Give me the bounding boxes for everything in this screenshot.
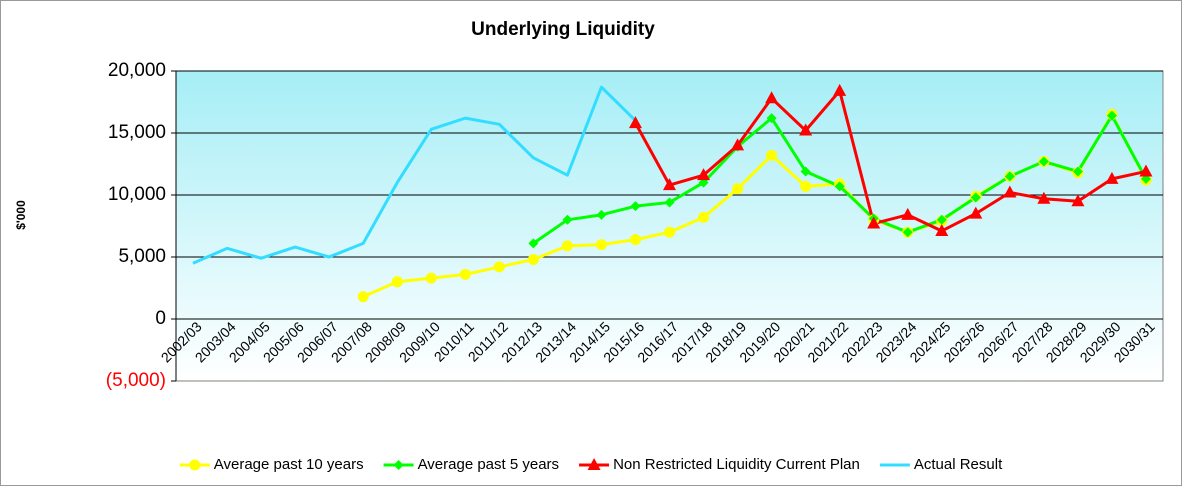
marker	[459, 268, 471, 280]
marker	[493, 261, 505, 273]
marker	[765, 91, 779, 104]
marker	[936, 214, 947, 225]
marker	[766, 149, 778, 161]
marker	[902, 227, 913, 238]
marker	[628, 116, 642, 129]
marker	[800, 180, 812, 192]
marker	[562, 214, 573, 225]
marker	[1037, 191, 1051, 204]
marker	[664, 226, 675, 238]
marker	[596, 209, 607, 220]
marker	[731, 138, 745, 151]
marker	[1003, 185, 1017, 198]
marker	[629, 234, 641, 246]
y-tick-label: 5,000	[118, 246, 166, 267]
marker	[391, 276, 403, 288]
marker	[595, 239, 607, 251]
marker	[867, 216, 881, 229]
legend: Average past 10 years Average past 5 year…	[179, 456, 1003, 473]
marker	[833, 83, 847, 96]
marker	[1004, 171, 1015, 182]
marker	[799, 123, 813, 136]
marker	[800, 166, 811, 177]
marker	[664, 197, 675, 208]
series-line	[192, 85, 637, 265]
marker	[970, 192, 981, 203]
legend-label: Non Restricted Liquidity Current Plan	[613, 456, 860, 473]
series-line	[634, 89, 1147, 233]
marker	[1038, 156, 1049, 167]
chart-title: Underlying Liquidity	[471, 19, 655, 40]
marker	[834, 181, 845, 192]
marker	[1105, 171, 1119, 184]
marker	[425, 272, 437, 284]
marker	[935, 223, 949, 236]
marker	[587, 458, 601, 470]
marker	[697, 168, 711, 181]
marker	[357, 291, 369, 303]
marker	[393, 460, 404, 470]
y-tick-label: 0	[155, 308, 166, 329]
y-tick-label: (5,000)	[106, 370, 166, 391]
marker	[1071, 194, 1085, 207]
legend-label: Actual Result	[914, 456, 1003, 473]
marker	[1106, 110, 1117, 121]
y-tick-label: 20,000	[108, 60, 166, 81]
marker	[732, 183, 744, 195]
marker	[528, 238, 539, 249]
marker	[969, 206, 983, 219]
marker	[901, 207, 915, 220]
y-tick-label: 15,000	[108, 122, 166, 143]
marker	[189, 459, 201, 471]
plot-area	[175, 70, 1164, 382]
marker	[663, 178, 676, 191]
marker	[630, 201, 641, 212]
marker	[561, 240, 573, 252]
marker	[766, 113, 777, 124]
y-axis-label: $'000	[14, 200, 28, 230]
marker	[1072, 166, 1083, 177]
legend-label: Average past 5 years	[418, 456, 559, 473]
marker	[1139, 164, 1153, 177]
y-tick-label: 10,000	[108, 184, 166, 205]
marker	[527, 253, 539, 265]
marker	[698, 211, 710, 223]
legend-label: Average past 10 years	[214, 456, 364, 473]
